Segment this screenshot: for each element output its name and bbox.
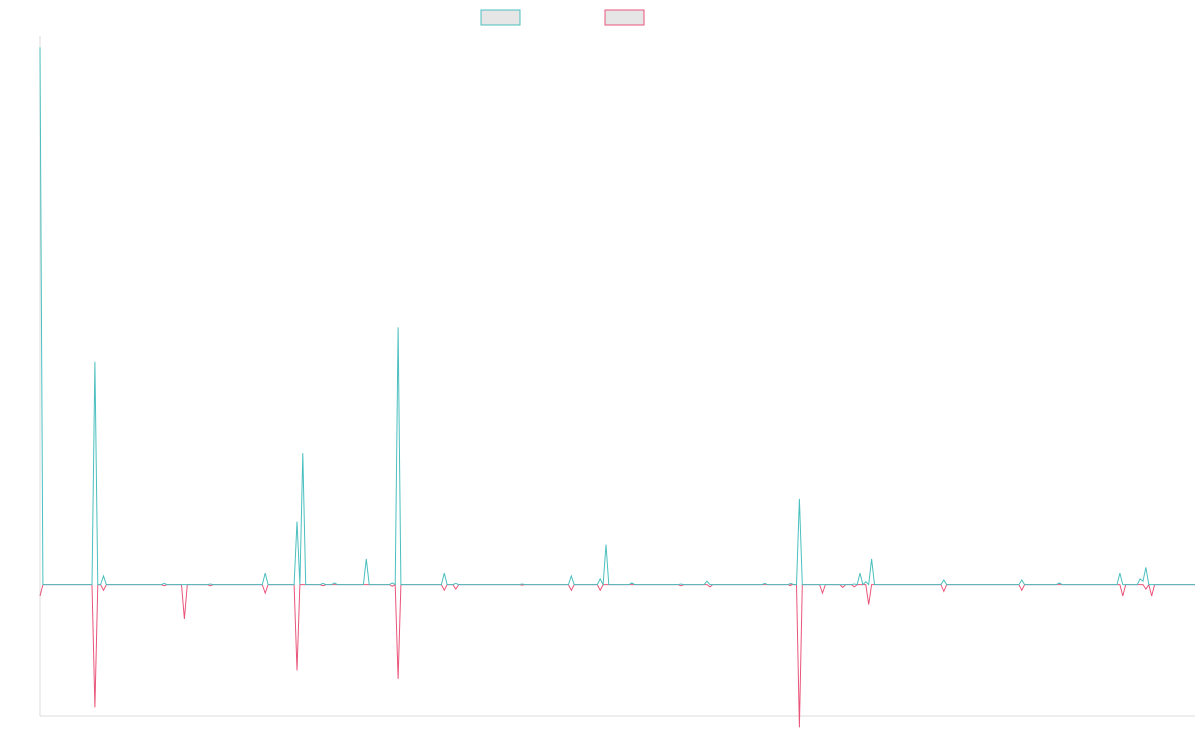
legend-swatch-series-1[interactable] bbox=[480, 9, 521, 26]
legend bbox=[480, 9, 645, 26]
legend-swatch-series-2[interactable] bbox=[604, 9, 645, 26]
series-layer bbox=[39, 47, 1195, 728]
series-2-line bbox=[39, 583, 1195, 728]
series-1-line bbox=[39, 47, 1195, 587]
